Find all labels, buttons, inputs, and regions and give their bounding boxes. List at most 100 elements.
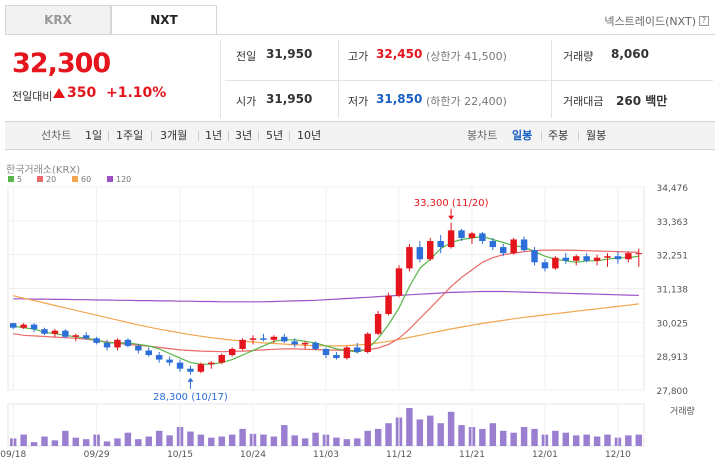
up-arrow-icon (53, 88, 65, 98)
candle-monthly[interactable]: 월봉 (586, 129, 607, 142)
ma120-line (13, 290, 639, 303)
period-10y[interactable]: 10년 (297, 129, 322, 142)
amount-value: 260 백만 (616, 94, 668, 108)
candle-body (51, 330, 59, 334)
candle-body (343, 347, 351, 359)
candle-body (625, 253, 632, 260)
volume-bar (103, 441, 111, 446)
legend-swatch (37, 176, 43, 182)
exchange-label: 넥스트레이드(NXT) ? (604, 13, 709, 29)
period-1d[interactable]: 1일 (85, 129, 103, 142)
candle-body (458, 230, 465, 238)
stock-chart[interactable]: 한국거래소(KRX) 5 20 60 120 33,300 (11/20) 28,300… (0, 150, 721, 468)
candle-body (593, 257, 601, 261)
volume-bar (301, 438, 309, 446)
candle-body (374, 313, 382, 334)
legend-label: 60 (81, 175, 91, 184)
prev-close-label: 전일 (236, 50, 257, 63)
legend-label: 120 (116, 175, 131, 184)
volume-bar (354, 438, 361, 446)
chart-grid (7, 186, 645, 391)
candle-body (176, 362, 184, 369)
volume-bar (593, 436, 601, 446)
tab-krx[interactable]: KRX (5, 5, 111, 35)
high-value: 32,450 (376, 47, 423, 61)
volume-bar (406, 408, 413, 446)
candle-body (604, 256, 611, 258)
y-tick-label: 27,800 (657, 387, 689, 397)
candle-body (510, 239, 517, 254)
x-tick-label: 11/21 (459, 450, 485, 460)
candle-body (291, 341, 298, 345)
volume-bar (333, 437, 340, 446)
date-axis: 09/18 09/29 10/15 10/24 11/03 11/12 11/21 12/01… (0, 404, 631, 460)
candle-body (124, 339, 132, 346)
candle-body (364, 333, 371, 352)
period-1y[interactable]: 1년 (205, 129, 223, 142)
x-tick-label: 10/24 (240, 450, 266, 460)
volume-bar (187, 431, 194, 446)
toolbar-sep (289, 131, 290, 141)
chart-toolbar: 선차트 1일 1주일 3개월 1년 3년 5년 10년 봉차트 일봉 주봉 월봉 (5, 121, 715, 150)
volume-bar (20, 434, 27, 446)
info-divider-mid (338, 40, 339, 118)
line-chart-label[interactable]: 선차트 (41, 129, 72, 142)
volume-bar (72, 437, 80, 446)
volume-bar (500, 430, 507, 446)
volume-bar (447, 411, 455, 446)
info-divider-left (220, 40, 221, 118)
candle-body (114, 339, 121, 348)
period-3m[interactable]: 3개월 (160, 129, 188, 142)
low-value: 31,850 (376, 92, 423, 106)
tab-nxt[interactable]: NXT (111, 5, 217, 35)
toolbar-sep (151, 131, 152, 141)
candle-body (489, 241, 497, 248)
legend-label: 20 (46, 175, 56, 184)
y-tick-label: 31,138 (657, 286, 689, 296)
legend-swatch (107, 176, 113, 182)
help-icon[interactable]: ? (699, 16, 709, 26)
volume-bar (281, 425, 288, 446)
volume-bar (479, 428, 486, 446)
volume-bar (552, 430, 559, 446)
x-tick-label: 11/03 (313, 450, 339, 460)
candle-body (208, 362, 215, 365)
toolbar-sep (541, 131, 542, 141)
change-percent: +1.10% (106, 85, 167, 101)
volume-bar (62, 430, 69, 446)
info-divider-right (551, 40, 552, 118)
x-tick-label: 12/10 (605, 450, 631, 460)
candle-body (72, 335, 80, 337)
volume-bar (166, 435, 173, 446)
change-label: 전일대비 (12, 90, 53, 103)
period-3y[interactable]: 3년 (235, 129, 253, 142)
volume-bar (489, 423, 497, 446)
volume-bar (458, 425, 465, 446)
volume-bar (218, 436, 225, 446)
candle-body (333, 355, 340, 359)
toolbar-sep (578, 131, 579, 141)
x-tick-label: 12/01 (532, 450, 558, 460)
chart-source-label: 한국거래소(KRX) (6, 164, 80, 176)
toolbar-sep (108, 131, 109, 141)
volume-bar (374, 428, 382, 446)
candle-body (281, 336, 288, 342)
candle-body (30, 324, 38, 330)
period-1w[interactable]: 1주일 (116, 129, 144, 142)
candle-weekly[interactable]: 주봉 (548, 129, 569, 142)
candle-body (447, 230, 455, 248)
candle-chart-label[interactable]: 봉차트 (467, 129, 498, 142)
exchange-name: 넥스트레이드(NXT) (604, 15, 696, 28)
volume-bar (124, 432, 132, 446)
low-limit: (하한가 22,400) (426, 95, 507, 108)
candle-body (437, 241, 444, 248)
period-5y[interactable]: 5년 (266, 129, 284, 142)
volume-bar (562, 432, 570, 446)
candle-body (62, 330, 69, 337)
candle-daily[interactable]: 일봉 (512, 129, 533, 142)
volume-bar (51, 440, 59, 446)
max-annotation: 33,300 (11/20) (414, 198, 489, 209)
volume-bar (343, 439, 351, 446)
open-value: 31,950 (266, 92, 313, 106)
candle-body (614, 256, 622, 260)
